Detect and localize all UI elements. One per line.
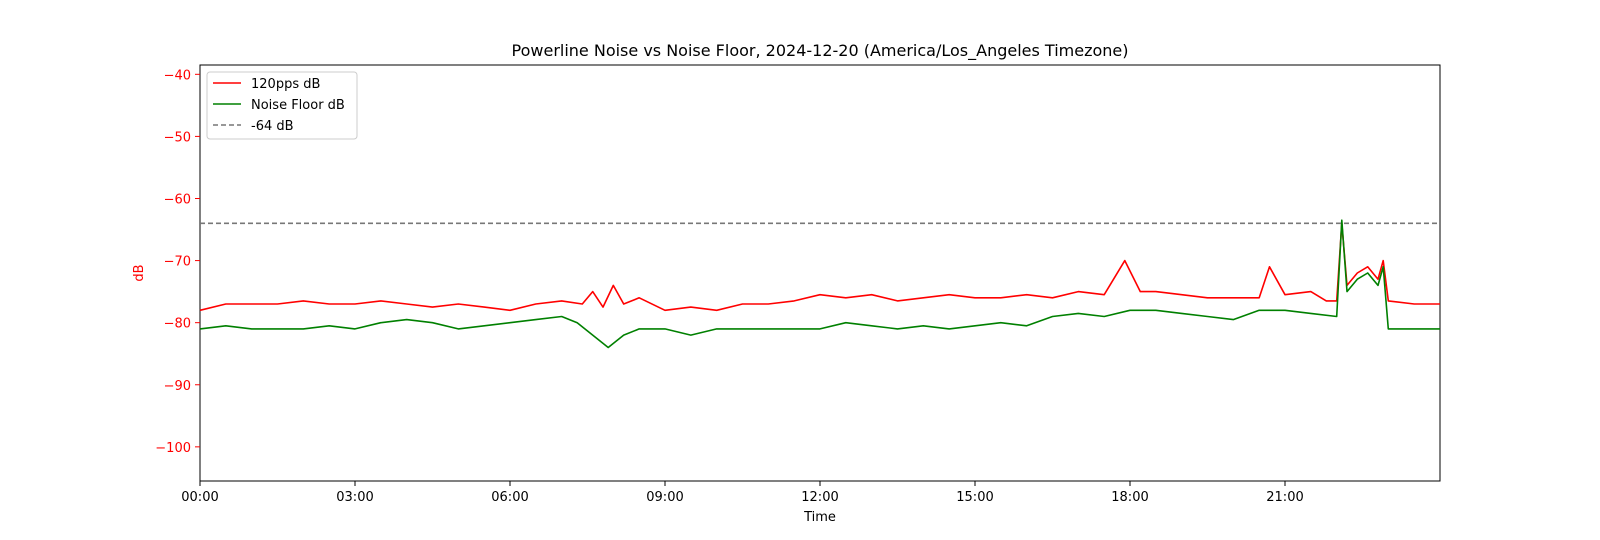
x-tick-label: 06:00 (491, 490, 528, 505)
x-tick-label: 18:00 (1111, 490, 1148, 505)
plot-frame (199, 64, 1441, 482)
y-tick-label: −100 (155, 441, 191, 456)
legend: 120pps dB Noise Floor dB -64 dB (206, 71, 358, 140)
x-tick-label: 12:00 (801, 490, 838, 505)
chart-title: Powerline Noise vs Noise Floor, 2024-12-… (512, 41, 1129, 61)
legend-label-threshold: -64 dB (251, 119, 294, 134)
y-tick-label: −60 (164, 192, 191, 207)
x-tick-label: 09:00 (646, 490, 683, 505)
x-tick-label: 21:00 (1266, 490, 1303, 505)
y-tick-label: −90 (164, 379, 191, 394)
x-axis-label: Time (803, 510, 836, 525)
axes-layer: 00:00 03:00 06:00 09:00 12:00 15:00 18:00 21:00… (155, 68, 1303, 505)
y-tick-label: −80 (164, 317, 191, 332)
series-noise-floor-line (199, 219, 1440, 349)
y-tick-label: −70 (164, 255, 191, 270)
legend-box (206, 71, 358, 140)
x-tick-label: 15:00 (956, 490, 993, 505)
x-tick-label: 03:00 (336, 490, 373, 505)
series-layer (199, 219, 1440, 349)
x-tick-label: 00:00 (181, 490, 218, 505)
legend-label-noise-floor: Noise Floor dB (251, 98, 345, 113)
legend-label-120pps: 120pps dB (251, 77, 320, 92)
y-tick-label: −50 (164, 130, 191, 145)
y-axis-label: dB (132, 264, 147, 281)
y-tick-label: −40 (164, 68, 191, 83)
series-120pps-line (199, 222, 1440, 312)
